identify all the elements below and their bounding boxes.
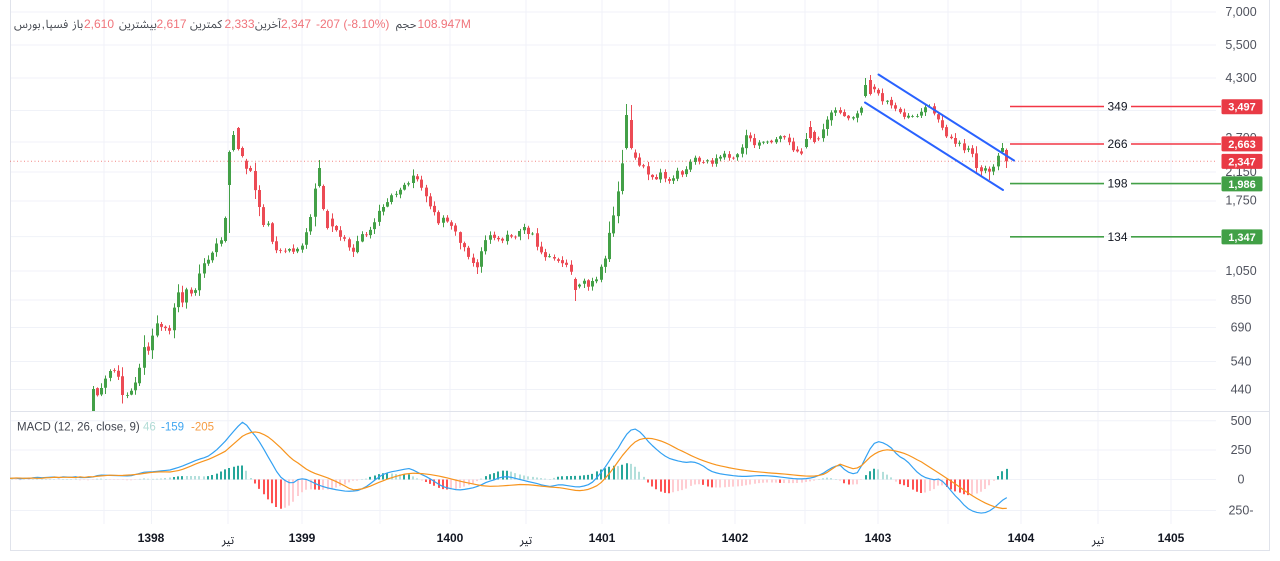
svg-text:2,333: 2,333 — [225, 17, 255, 31]
svg-text:3,497: 3,497 — [1228, 102, 1256, 114]
svg-text:440: 440 — [1231, 383, 1252, 397]
svg-text:2,663: 2,663 — [1228, 139, 1256, 151]
svg-text:4,300: 4,300 — [1225, 71, 1256, 85]
svg-text:500: 500 — [1231, 414, 1252, 428]
svg-text:1403: 1403 — [865, 531, 892, 545]
svg-text:1,750: 1,750 — [1225, 194, 1256, 208]
svg-text:108.947M: 108.947M — [418, 17, 471, 31]
svg-text:250: 250 — [1231, 443, 1252, 457]
svg-text:1402: 1402 — [722, 531, 749, 545]
svg-text:2,347: 2,347 — [281, 17, 311, 31]
svg-text:850: 850 — [1231, 293, 1252, 307]
svg-text:690: 690 — [1231, 321, 1252, 335]
svg-text:0: 0 — [1238, 473, 1245, 487]
svg-text:1404: 1404 — [1008, 531, 1035, 545]
svg-text:540: 540 — [1231, 355, 1252, 369]
svg-text:1405: 1405 — [1158, 531, 1185, 545]
svg-text:-159: -159 — [161, 422, 184, 434]
svg-text:1,347: 1,347 — [1228, 232, 1256, 244]
svg-text:2,610: 2,610 — [84, 17, 114, 31]
svg-text:1,050: 1,050 — [1225, 264, 1256, 278]
svg-text:5,500: 5,500 — [1225, 38, 1256, 52]
svg-text:1,986: 1,986 — [1228, 179, 1256, 191]
svg-text:266: 266 — [1107, 137, 1127, 151]
svg-text:134: 134 — [1107, 230, 1127, 244]
svg-text:-207 (-8.10%): -207 (-8.10%) — [316, 17, 389, 31]
svg-text:7,000: 7,000 — [1225, 5, 1256, 19]
svg-text:-205: -205 — [191, 422, 214, 434]
svg-text:2,347: 2,347 — [1228, 156, 1256, 168]
svg-text:1399: 1399 — [289, 531, 316, 545]
svg-text:MACD (12, 26, close, 9): MACD (12, 26, close, 9) — [17, 422, 140, 434]
svg-text:2,617: 2,617 — [157, 17, 187, 31]
svg-text:198: 198 — [1107, 177, 1127, 191]
svg-text:1398: 1398 — [138, 531, 165, 545]
svg-text:349: 349 — [1107, 100, 1127, 114]
svg-text:250-: 250- — [1228, 504, 1253, 518]
svg-text:,: , — [42, 17, 45, 31]
svg-text:1400: 1400 — [437, 531, 464, 545]
svg-text:1401: 1401 — [589, 531, 616, 545]
svg-text:46: 46 — [143, 422, 156, 434]
